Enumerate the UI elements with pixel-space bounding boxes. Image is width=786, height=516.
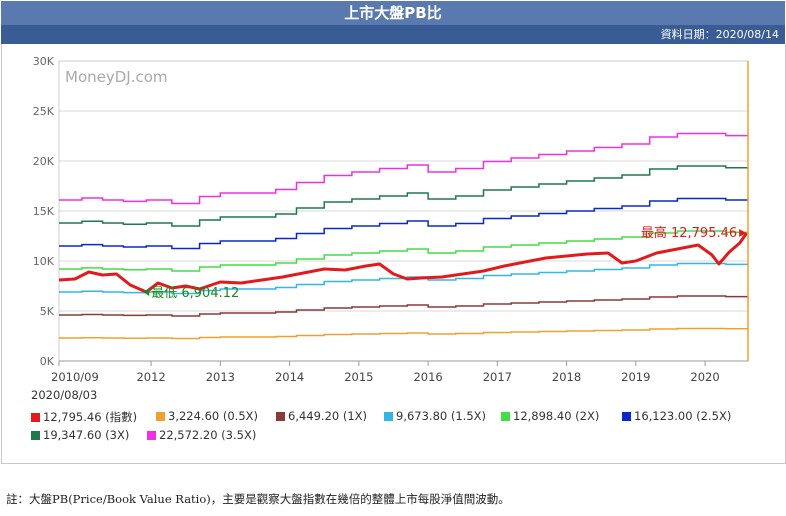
x-tick-label: 2013 [206, 370, 235, 384]
legend-item[interactable]: 19,347.60 (3X) [31, 428, 129, 442]
legend-swatch [276, 412, 285, 421]
pb-series-line-5 [59, 165, 749, 227]
legend-label: 9,673.80 (1.5X) [396, 409, 487, 423]
pb-series-line-6 [59, 132, 749, 205]
pb-series-line-1 [59, 295, 749, 317]
pb-series-line-3 [59, 230, 749, 272]
legend-swatch [31, 413, 40, 422]
x-tick-label: 2019 [621, 370, 650, 384]
legend-swatch [622, 412, 631, 421]
legend-item[interactable]: 6,449.20 (1X) [276, 409, 367, 423]
legend-item[interactable]: 9,673.80 (1.5X) [384, 409, 486, 423]
legend-date: 2020/08/03 [31, 388, 98, 402]
legend-label: 22,572.20 (3.5X) [159, 428, 257, 442]
legend-swatch [384, 412, 393, 421]
legend-label: 16,123.00 (2.5X) [634, 409, 732, 423]
x-tick-label: 2020 [690, 370, 719, 384]
x-tick-label: 2015 [344, 370, 373, 384]
legend-label: 19,347.60 (3X) [43, 428, 130, 442]
watermark: MoneyDJ.com [65, 68, 168, 86]
max-marker [739, 229, 747, 238]
legend-swatch [501, 412, 510, 421]
y-tick-label: 25K [33, 105, 55, 118]
legend-item[interactable]: 22,572.20 (3.5X) [147, 428, 256, 442]
pb-ratio-chart: 0K 5K 10K 15K 20K 25K 30K 2010/09 2012 2013 2014 20… [33, 55, 749, 384]
y-tick-label: 10K [33, 255, 55, 268]
x-tick-label: 2012 [136, 370, 165, 384]
y-tick-label: 20K [33, 155, 55, 168]
chart-title: 上市大盤PB比 [1, 1, 785, 25]
y-tick-label: 15K [33, 205, 55, 218]
x-tick-label: 2018 [552, 370, 581, 384]
annotation-layer: MoneyDJ.com 最高 12,795.46 最低 6,904.12 [65, 68, 747, 301]
y-tick-label: 5K [40, 305, 55, 318]
y-tick-label: 0K [40, 355, 55, 368]
axis-layer: 0K 5K 10K 15K 20K 25K 30K 2010/09 2012 2013 2014 20… [33, 55, 749, 384]
max-label: 最高 12,795.46 [641, 225, 737, 241]
pb-series-line-0 [59, 327, 748, 340]
x-tick-label: 2016 [413, 370, 442, 384]
min-marker [143, 287, 150, 296]
legend-item[interactable]: 12,795.46 (指數) [31, 409, 137, 425]
series-layer [58, 132, 749, 340]
legend-label: 12,795.46 (指數) [43, 410, 138, 424]
footnote: 註：大盤PB(Price/Book Value Ratio)，主要是觀察大盤指數… [6, 492, 510, 506]
legend-label: 3,224.60 (0.5X) [168, 409, 259, 423]
x-tick-label: 2010/09 [51, 370, 99, 384]
data-date: 資料日期：2020/08/14 [660, 28, 779, 41]
min-label: 最低 6,904.12 [151, 286, 239, 301]
legend-swatch [31, 431, 40, 440]
legend-item[interactable]: 16,123.00 (2.5X) [622, 409, 731, 423]
pb-series-line-4 [59, 197, 749, 250]
data-date-bar: 資料日期：2020/08/14 [1, 25, 785, 44]
legend-item[interactable]: 3,224.60 (0.5X) [156, 409, 258, 423]
x-tick-label: 2017 [483, 370, 512, 384]
x-tick-label: 2014 [275, 370, 304, 384]
legend-swatch [147, 431, 156, 440]
legend-swatch [156, 412, 165, 421]
grid-lines [58, 60, 749, 362]
y-tick-label: 30K [33, 55, 55, 68]
legend-item[interactable]: 12,898.40 (2X) [501, 409, 599, 423]
legend-label: 6,449.20 (1X) [288, 409, 368, 423]
legend-label: 12,898.40 (2X) [513, 409, 600, 423]
index-series-line [58, 232, 748, 294]
